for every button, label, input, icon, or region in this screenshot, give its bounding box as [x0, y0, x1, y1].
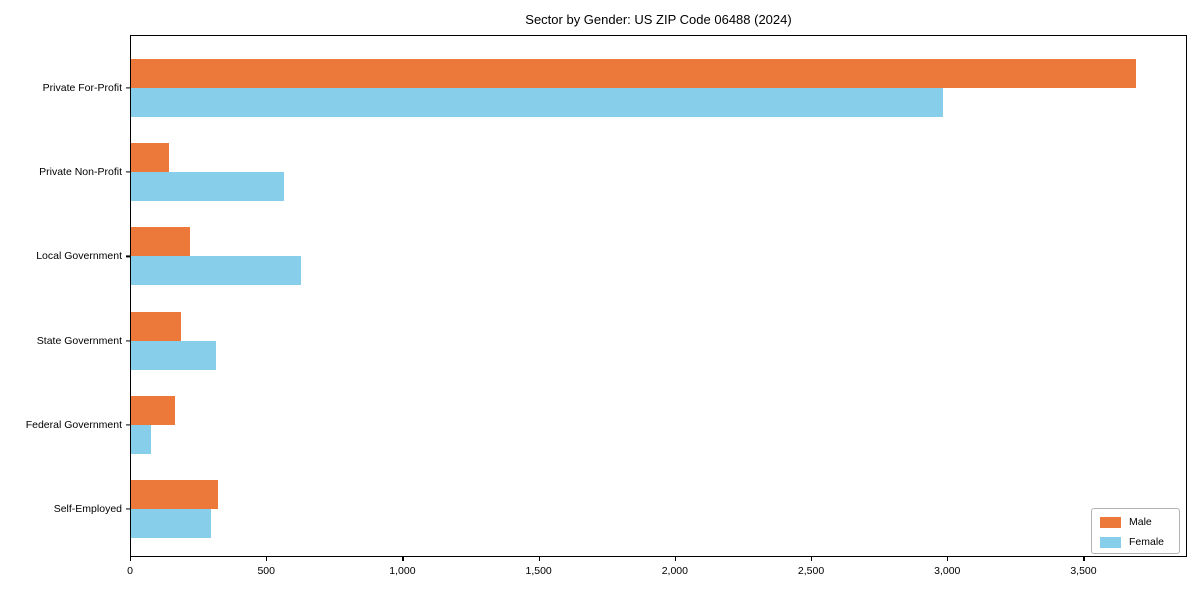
legend-entry-female: Female: [1100, 536, 1171, 549]
female-swatch: [1100, 537, 1121, 548]
bar-female-private-non-profit: [131, 172, 284, 202]
bar-female-local-government: [131, 256, 301, 286]
x-tick-label-3500: 3,500: [1070, 565, 1097, 577]
x-tick-mark-3500: [1083, 557, 1085, 561]
y-tick-label-private-non-profit: Private Non-Profit: [39, 166, 122, 179]
bar-female-private-for-profit: [131, 88, 943, 117]
plot-area: [130, 35, 1187, 557]
bar-male-private-non-profit: [131, 143, 169, 173]
y-tick-label-self-employed: Self-Employed: [53, 503, 122, 515]
x-tick-label-0: 0: [127, 565, 133, 577]
x-tick-label-500: 500: [257, 565, 275, 577]
y-tick-mark-private-non-profit: [126, 171, 130, 173]
bar-male-self-employed: [131, 480, 218, 509]
x-tick-mark-2500: [811, 557, 813, 561]
x-tick-label-1500: 1,500: [525, 565, 552, 577]
legend-label-female: Female: [1129, 536, 1165, 548]
legend-entry-male: Male: [1100, 516, 1171, 529]
legend-label-male: Male: [1129, 516, 1152, 528]
y-tick-mark-state-government: [126, 340, 130, 342]
x-tick-label-3000: 3,000: [934, 565, 961, 577]
bar-female-federal-government: [131, 424, 151, 454]
x-tick-mark-1000: [402, 557, 404, 561]
bar-male-local-government: [131, 227, 190, 257]
bar-female-state-government: [131, 340, 216, 370]
bar-male-federal-government: [131, 395, 175, 425]
y-tick-label-local-government: Local Government: [36, 250, 122, 263]
x-tick-mark-1500: [538, 557, 540, 561]
x-tick-label-2000: 2,000: [661, 565, 688, 577]
x-tick-mark-0: [130, 557, 132, 561]
x-tick-mark-500: [266, 557, 268, 561]
legend: Male Female: [1091, 508, 1180, 554]
x-tick-mark-3000: [947, 557, 949, 561]
chart-title: Sector by Gender: US ZIP Code 06488 (202…: [525, 12, 792, 27]
bar-female-self-employed: [131, 509, 211, 538]
y-tick-mark-local-government: [126, 255, 130, 257]
y-tick-label-private-for-profit: Private For-Profit: [42, 82, 122, 94]
bar-male-state-government: [131, 311, 181, 341]
bar-male-private-for-profit: [131, 59, 1136, 88]
x-tick-mark-2000: [674, 557, 677, 561]
y-tick-mark-private-for-profit: [126, 87, 130, 89]
y-tick-label-state-government: State Government: [36, 334, 122, 347]
x-tick-label-2500: 2,500: [797, 565, 825, 577]
y-tick-mark-self-employed: [126, 508, 130, 510]
y-tick-label-federal-government: Federal Government: [25, 418, 122, 431]
y-tick-mark-federal-government: [126, 424, 130, 426]
male-swatch: [1100, 517, 1121, 528]
x-tick-label-1000: 1,000: [389, 565, 416, 577]
